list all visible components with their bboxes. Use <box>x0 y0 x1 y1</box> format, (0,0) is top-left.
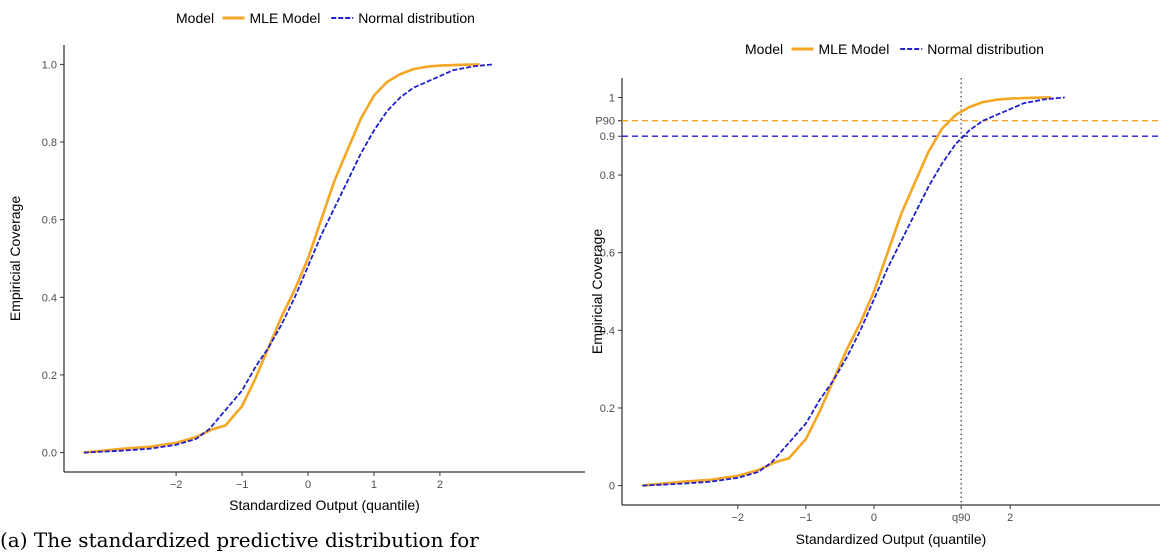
legend-label: Normal distribution <box>927 41 1044 57</box>
y-tick-label: 0.2 <box>42 370 57 382</box>
x-tick-label: −1 <box>800 512 813 524</box>
chart-panel-1: 0.0 0.2 0.4 0.6 0.8 1.0 −2 −1 0 1 2 Standardized Ou… <box>7 10 585 513</box>
legend-title: Model <box>745 41 783 57</box>
x-tick-label: 0 <box>305 479 311 491</box>
x-axis-label: Standardized Output (quantile) <box>229 497 420 513</box>
y-tick-label: 0.9 <box>600 131 615 143</box>
x-axis-label: Standardized Output (quantile) <box>796 531 987 547</box>
y-tick-label: 0.2 <box>600 403 615 415</box>
legend-label: Normal distribution <box>358 10 475 26</box>
y-tick-label: 1 <box>609 92 615 104</box>
y-tick-label: 0.4 <box>42 292 57 304</box>
y-tick-label: 0.8 <box>42 137 57 149</box>
series-line-mle <box>83 63 480 454</box>
x-tick-label: −2 <box>731 512 744 524</box>
legend-title: Model <box>176 10 214 26</box>
series-line-normal <box>83 63 493 454</box>
y-axis-label: Empiricial Coverage <box>589 229 605 354</box>
y-tick-label: 0.8 <box>600 170 615 182</box>
y-axis-label: Empiricial Coverage <box>7 196 23 321</box>
y-tick-label: 0.4 <box>600 325 615 337</box>
x-tick-label: q90 <box>952 512 970 524</box>
figure-caption: (a) The standardized predictive distribu… <box>0 528 479 552</box>
x-tick-label: 1 <box>371 479 377 491</box>
x-tick-label: −2 <box>170 479 183 491</box>
chart-panel-2: 0 0.2 0.4 0.6 0.8 0.9 P90 1 −2 −1 0 q90 2 Standardize… <box>589 41 1160 547</box>
y-tick-label: P90 <box>595 116 615 128</box>
y-tick-label: 0.6 <box>42 215 57 227</box>
legend-label: MLE Model <box>250 10 321 26</box>
series-line-mle <box>642 96 1052 487</box>
y-tick-label: 0 <box>609 481 615 493</box>
x-tick-label: 2 <box>437 479 443 491</box>
y-tick-label: 0.6 <box>600 248 615 260</box>
x-tick-label: 0 <box>871 512 877 524</box>
x-tick-label: −1 <box>236 479 249 491</box>
y-tick-label: 1.0 <box>42 59 57 71</box>
series-line-normal <box>642 96 1065 487</box>
x-tick-label: 2 <box>1007 512 1013 524</box>
y-tick-label: 0.0 <box>42 448 57 460</box>
legend-label: MLE Model <box>819 41 890 57</box>
